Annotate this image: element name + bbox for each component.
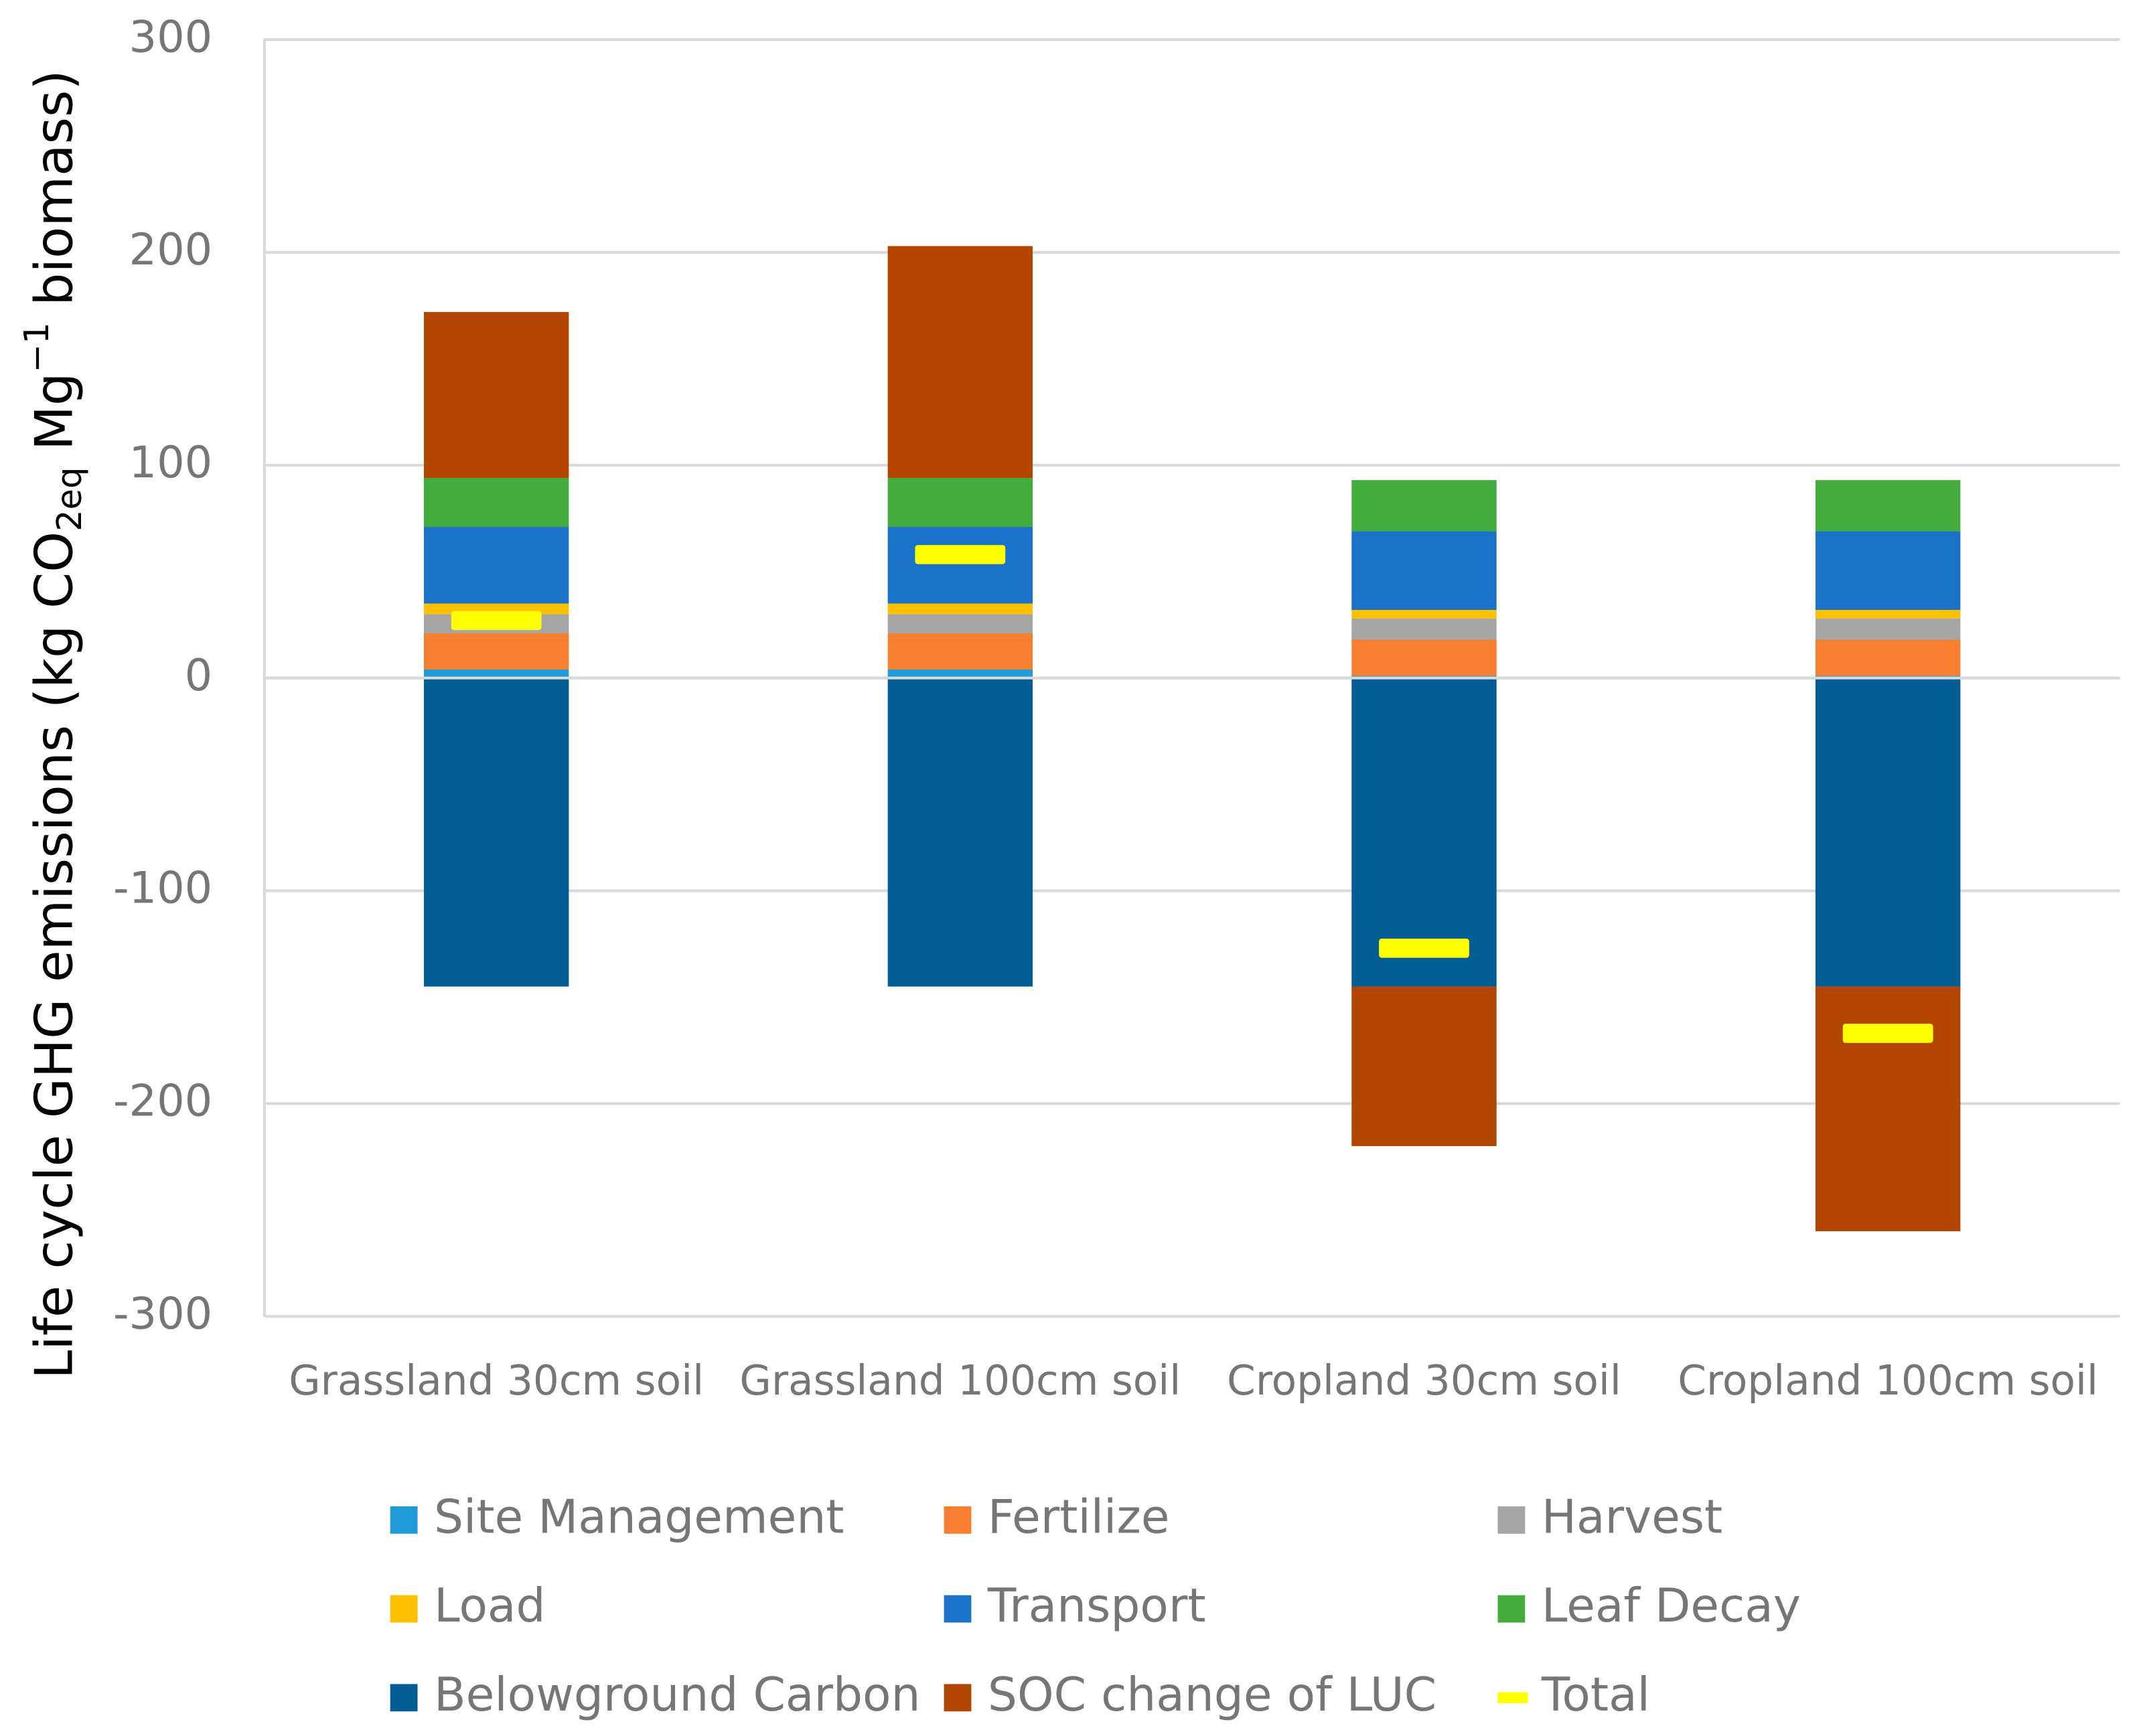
y-tick-label: -100	[113, 863, 212, 914]
bar-segment	[1351, 618, 1497, 640]
y-axis-label: Life cycle GHG emissions (kg CO2eq Mg−1 …	[17, 70, 90, 1379]
bar-segment	[423, 669, 569, 678]
y-tick-label: 200	[129, 224, 213, 275]
x-tick-label: Cropland 30cm soil	[1227, 1357, 1621, 1405]
legend-swatch	[1497, 1692, 1528, 1703]
total-marker	[1842, 1024, 1933, 1043]
bar-segment	[1815, 986, 1961, 1232]
legend-swatch	[944, 1506, 972, 1534]
total-marker	[1379, 939, 1469, 958]
bar-segment	[423, 527, 569, 604]
legend-label: Transport	[987, 1579, 1206, 1633]
bar-segment	[423, 633, 569, 669]
bar-segment	[1815, 678, 1961, 987]
bar-segment	[1351, 639, 1497, 676]
bar-segment	[887, 614, 1033, 633]
bar-segment	[887, 246, 1033, 478]
y-label-part: Mg	[25, 373, 85, 467]
legend-label: Belowground Carbon	[434, 1668, 921, 1722]
bar-segment	[1815, 480, 1961, 532]
bar-segment	[887, 527, 1033, 604]
legend-swatch	[1497, 1595, 1526, 1623]
total-marker	[915, 545, 1006, 564]
legend-label: Load	[434, 1579, 546, 1633]
y-label-sup: −1	[17, 322, 57, 372]
y-tick-label: 300	[129, 11, 213, 62]
legend-swatch	[1497, 1506, 1526, 1534]
legend-swatch	[944, 1684, 972, 1712]
bar-segment	[1351, 678, 1497, 987]
bar-segment	[887, 477, 1033, 528]
bar-segment	[887, 669, 1033, 678]
legend-swatch	[390, 1506, 418, 1534]
legend-label: SOC change of LUC	[988, 1668, 1436, 1722]
bar-segment	[1351, 531, 1497, 610]
bar-segment	[1815, 609, 1961, 619]
bar-segment	[423, 312, 569, 478]
y-tick-label: 100	[129, 437, 213, 488]
y-tick-label: -300	[113, 1288, 212, 1339]
legend-label: Fertilize	[988, 1490, 1170, 1544]
bar-segment	[1815, 618, 1961, 640]
legend-swatch	[390, 1684, 418, 1712]
bar-segment	[1351, 609, 1497, 619]
bar-segment	[1815, 531, 1961, 610]
bar-segment	[887, 633, 1033, 669]
bar-segment	[887, 678, 1033, 987]
bar-segment	[1351, 480, 1497, 532]
bar-segment	[887, 603, 1033, 615]
legend-label: Total	[1541, 1668, 1650, 1722]
bar-segment	[1815, 639, 1961, 676]
x-tick-label: Cropland 100cm soil	[1678, 1357, 2098, 1405]
legend-label: Leaf Decay	[1542, 1579, 1801, 1633]
bar-segment	[423, 678, 569, 987]
y-tick-label: 0	[185, 650, 213, 701]
legend-label: Harvest	[1542, 1490, 1722, 1544]
y-label-part: biomass)	[25, 70, 85, 322]
total-marker	[451, 611, 542, 631]
x-tick-label: Grassland 30cm soil	[289, 1357, 704, 1405]
y-tick-label: -200	[113, 1075, 212, 1126]
legend-swatch	[944, 1595, 972, 1623]
y-label-part: Life cycle GHG emissions (kg CO	[25, 532, 85, 1379]
bar-segment	[423, 477, 569, 528]
legend-swatch	[390, 1595, 418, 1623]
legend-label: Site Management	[434, 1490, 844, 1544]
y-label-sub: 2eq	[50, 467, 90, 532]
bar-segment	[1351, 986, 1497, 1146]
x-tick-label: Grassland 100cm soil	[739, 1357, 1181, 1405]
